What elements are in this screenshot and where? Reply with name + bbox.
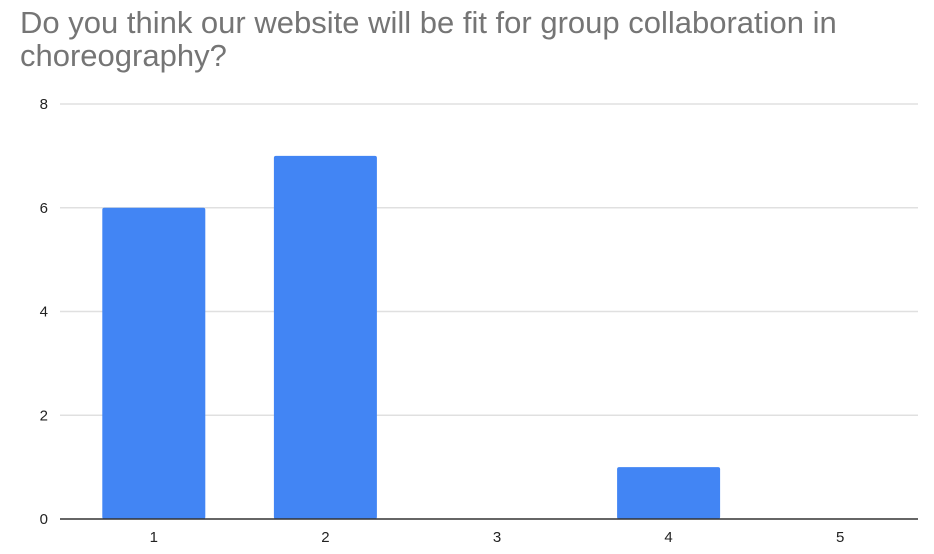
y-tick-label: 4: [40, 304, 48, 321]
x-tick-label: 1: [150, 529, 158, 546]
y-tick-label: 6: [40, 200, 48, 217]
bar-4: [617, 467, 721, 519]
x-tick-label: 2: [321, 529, 329, 546]
y-axis-ticks: 0 2 4 6 8: [40, 96, 48, 528]
chart-title: Do you think our website will be fit for…: [20, 5, 837, 73]
x-tick-label: 3: [493, 529, 501, 546]
x-axis-ticks: 1 2 3 4 5: [150, 529, 845, 546]
bar-2: [273, 155, 377, 519]
y-tick-label: 8: [40, 96, 48, 113]
bars: [102, 155, 721, 519]
y-tick-label: 2: [40, 407, 48, 424]
x-tick-label: 5: [836, 529, 844, 546]
bar-1: [102, 207, 206, 519]
y-tick-label: 0: [40, 511, 48, 528]
x-tick-label: 4: [664, 529, 672, 546]
